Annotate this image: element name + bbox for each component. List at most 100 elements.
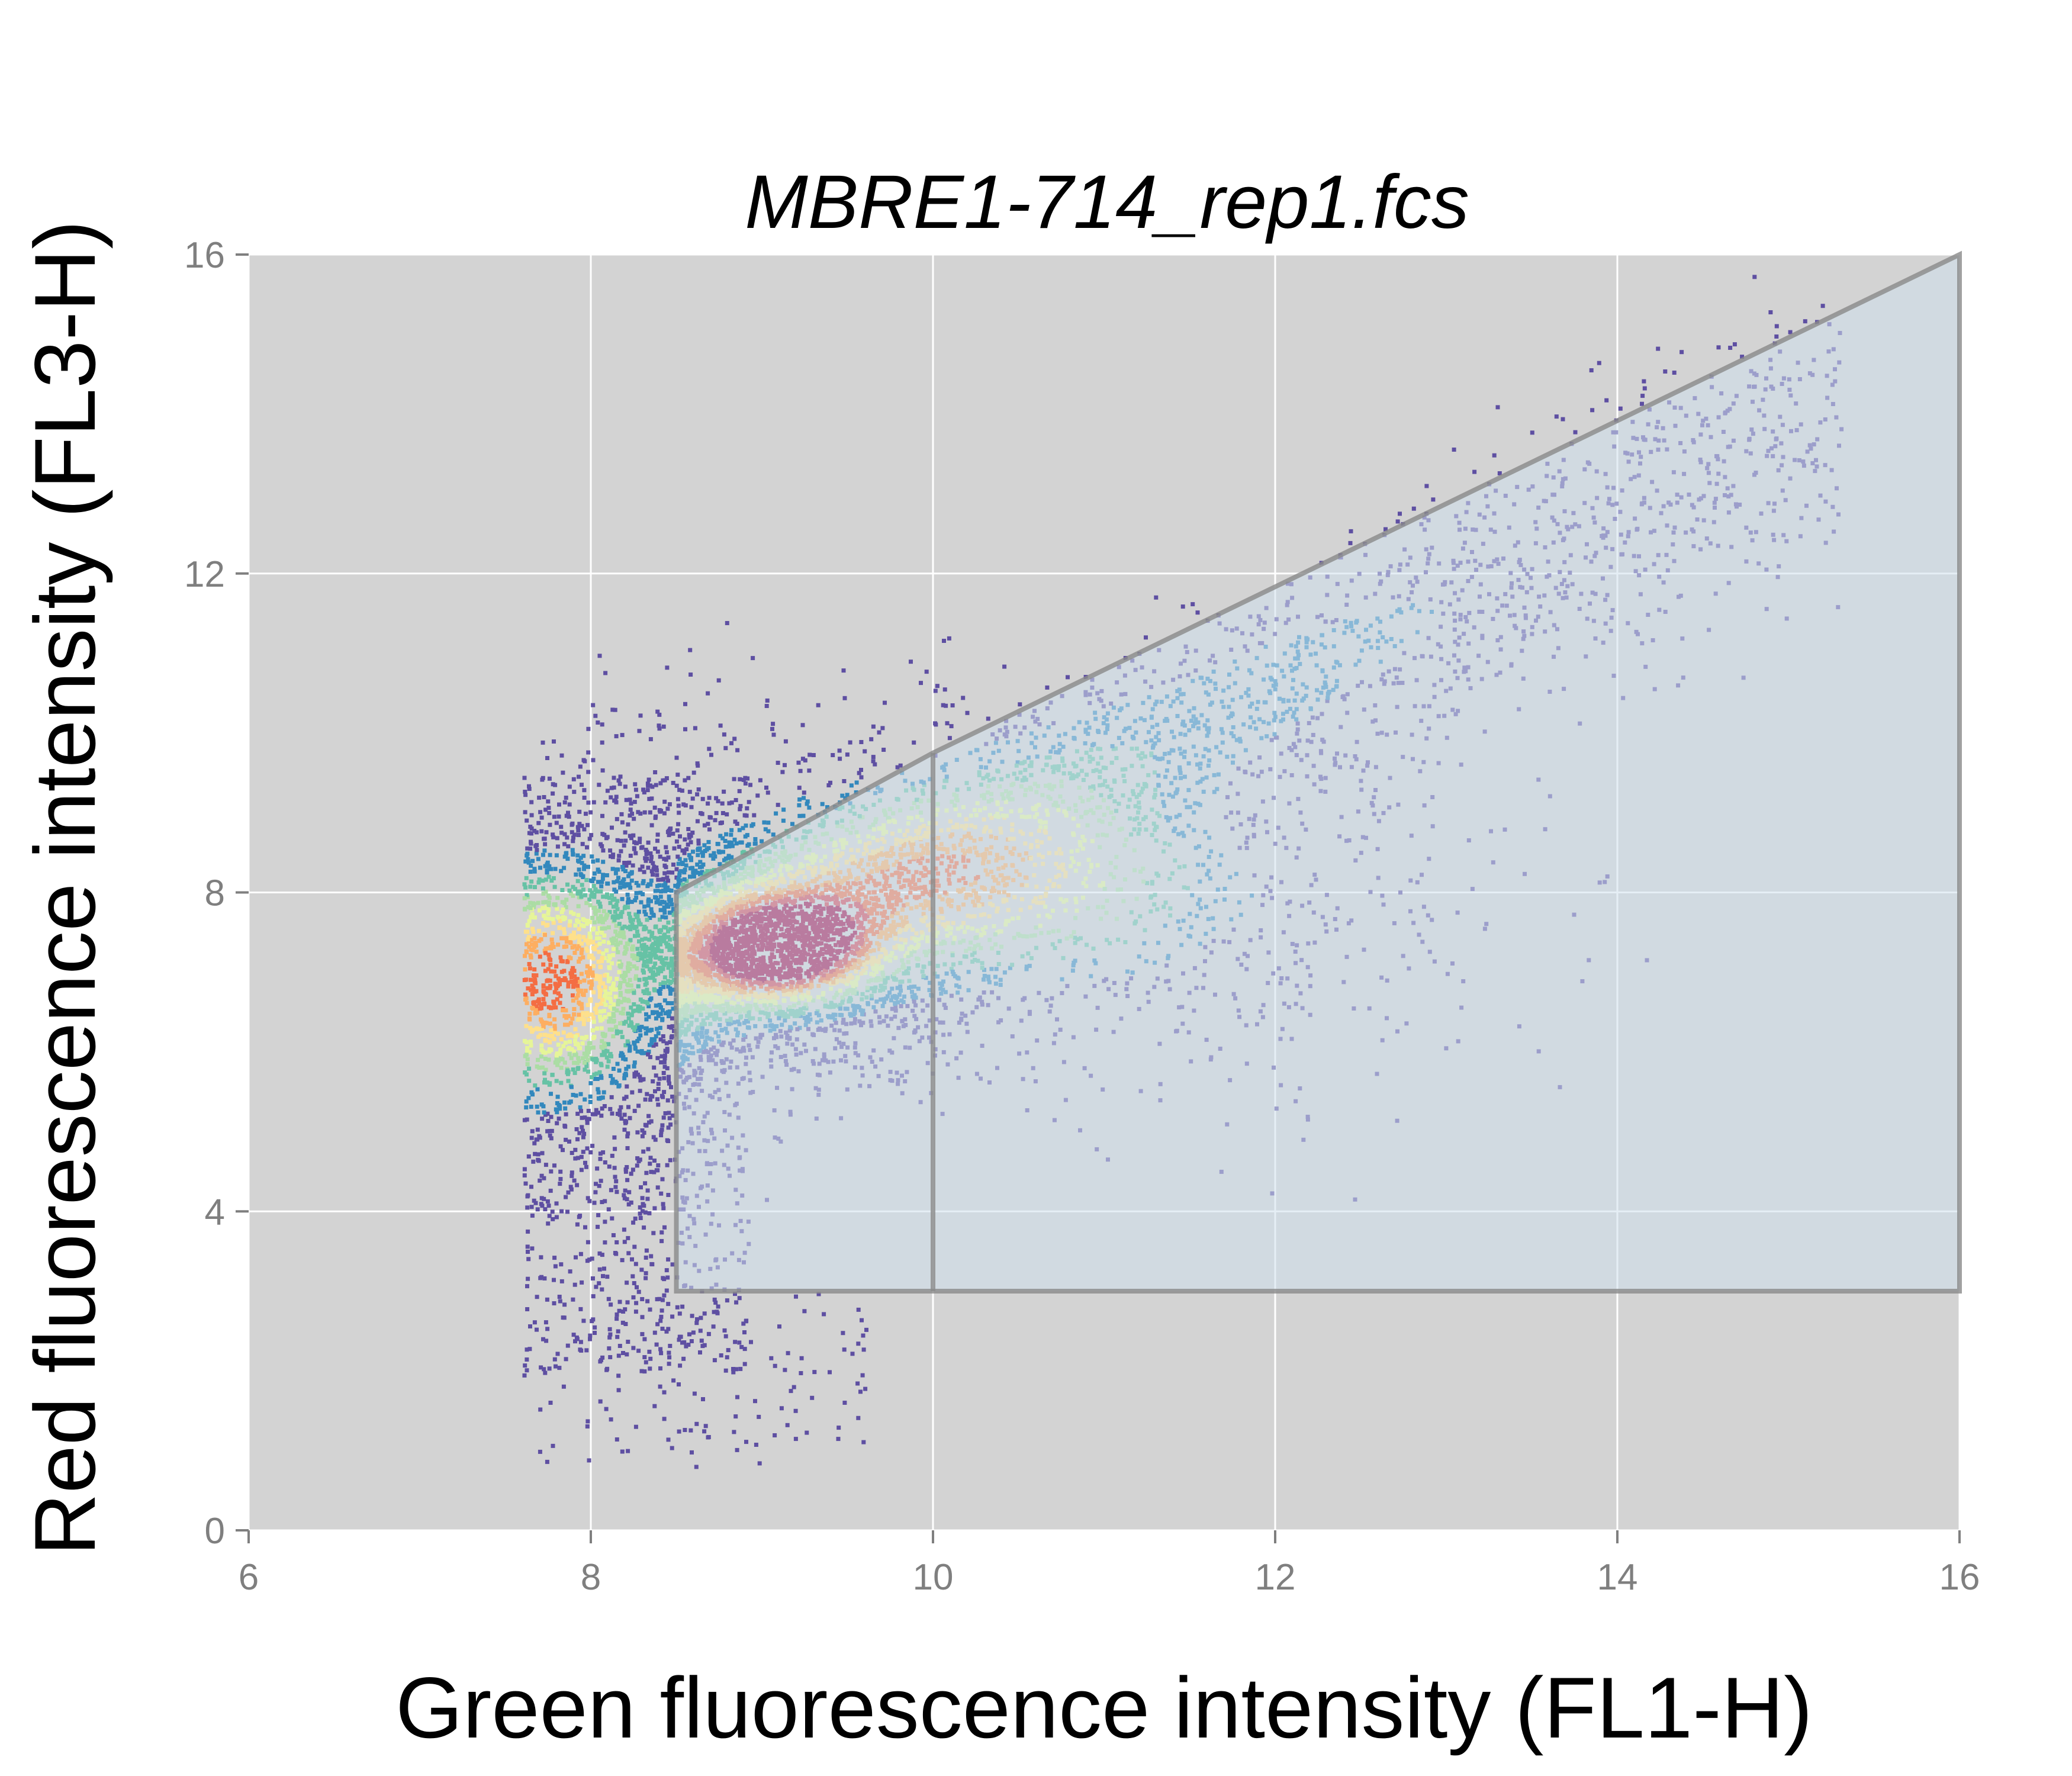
data-point-3198: [626, 1251, 631, 1256]
data-point-4052: [657, 990, 662, 995]
data-point-616: [620, 897, 625, 902]
data-point-4478: [542, 906, 547, 910]
data-point-2720: [629, 1005, 633, 1010]
data-point-2979: [646, 1114, 651, 1118]
data-point-1904: [625, 892, 630, 897]
data-point-4245: [528, 1026, 533, 1031]
data-point-5535: [648, 737, 653, 742]
data-point-3243: [656, 1031, 661, 1035]
data-point-3157: [627, 912, 632, 916]
data-point-1475: [619, 838, 623, 843]
data-point-2055: [664, 915, 668, 920]
data-point-31: [649, 879, 654, 883]
data-point-4241: [571, 839, 575, 844]
data-point-930: [649, 907, 654, 912]
data-point-3717: [655, 1097, 659, 1102]
data-point-5681: [618, 881, 623, 886]
data-point-1224: [662, 900, 667, 905]
data-point-3122: [653, 1089, 657, 1093]
data-point-4203: [643, 1210, 648, 1215]
data-point-4338: [554, 1053, 559, 1058]
data-point-5068: [837, 748, 842, 753]
data-point-3663: [620, 1035, 625, 1040]
data-point-4083: [654, 1003, 658, 1008]
data-point-4580: [611, 953, 616, 957]
data-point-3120: [599, 917, 604, 922]
data-point-1353: [619, 849, 623, 854]
data-point-4295: [650, 1010, 655, 1015]
data-point-615: [747, 800, 751, 805]
data-point-2612: [568, 892, 573, 896]
data-point-2820: [628, 797, 632, 802]
data-point-4207: [589, 833, 594, 838]
data-point-4246: [580, 823, 584, 828]
data-point-2007: [628, 938, 633, 942]
data-point-4422: [619, 1117, 624, 1121]
data-point-3560: [619, 812, 624, 816]
data-point-1695: [601, 895, 606, 899]
data-point-3579: [542, 948, 547, 953]
data-point-4037: [546, 874, 551, 879]
data-point-4238: [612, 1006, 616, 1011]
data-point-523: [578, 956, 583, 961]
data-point-3604: [682, 870, 687, 875]
data-point-3572: [602, 955, 607, 960]
data-point-4160: [574, 1042, 578, 1047]
data-point-3404: [583, 1225, 587, 1230]
data-point-3997: [648, 851, 653, 856]
data-point-5367: [811, 753, 816, 757]
data-point-4367: [591, 703, 596, 707]
data-point-2505: [648, 957, 653, 961]
data-point-3761: [591, 758, 596, 762]
data-point-4144: [649, 1170, 654, 1175]
data-point-4838: [919, 681, 923, 686]
data-point-4767: [706, 691, 710, 696]
data-point-102: [664, 845, 668, 850]
data-point-4549: [622, 1112, 627, 1117]
data-point-4384: [532, 973, 536, 977]
data-point-2924: [600, 1106, 604, 1111]
data-point-4583: [563, 1040, 568, 1045]
data-point-5529: [635, 947, 640, 951]
data-point-2876: [597, 654, 602, 658]
data-point-3346: [609, 1095, 614, 1099]
data-point-4677: [549, 1092, 553, 1096]
data-point-3025: [625, 1134, 630, 1138]
data-point-2648: [558, 1106, 562, 1111]
data-point-4473: [656, 967, 660, 971]
data-point-2535: [655, 945, 660, 950]
data-point-4600: [601, 940, 606, 944]
data-point-3501: [587, 931, 592, 936]
data-point-3737: [535, 1064, 539, 1069]
data-point-1755: [667, 910, 672, 915]
data-point-1363: [645, 964, 649, 969]
data-point-3512: [523, 859, 528, 864]
data-point-514: [581, 924, 586, 928]
data-point-4605: [581, 1022, 586, 1027]
data-point-3024: [605, 1064, 610, 1069]
data-point-4804: [591, 876, 596, 881]
data-point-4631: [601, 951, 606, 956]
data-point-4137: [569, 933, 574, 938]
data-point-4633: [636, 1008, 641, 1012]
data-point-1989: [638, 836, 642, 841]
data-point-5072: [716, 678, 721, 683]
data-point-4663: [534, 1004, 539, 1009]
data-point-3590: [615, 838, 620, 842]
data-point-4791: [660, 877, 665, 882]
data-point-1014: [584, 1064, 589, 1069]
data-point-3833: [671, 1114, 675, 1118]
data-point-3769: [634, 1070, 638, 1075]
data-point-3806: [599, 1061, 603, 1066]
data-point-5028: [771, 732, 776, 737]
data-point-2828: [568, 941, 573, 945]
data-point-4393: [653, 925, 658, 929]
data-point-4521: [564, 1008, 568, 1013]
data-point-4379: [551, 835, 556, 839]
data-point-3341: [623, 1167, 628, 1172]
data-point-4509: [570, 848, 575, 852]
data-point-4984: [596, 720, 600, 725]
data-point-3272: [632, 1074, 637, 1079]
data-point-5347: [607, 940, 611, 945]
data-point-4003: [546, 903, 551, 907]
